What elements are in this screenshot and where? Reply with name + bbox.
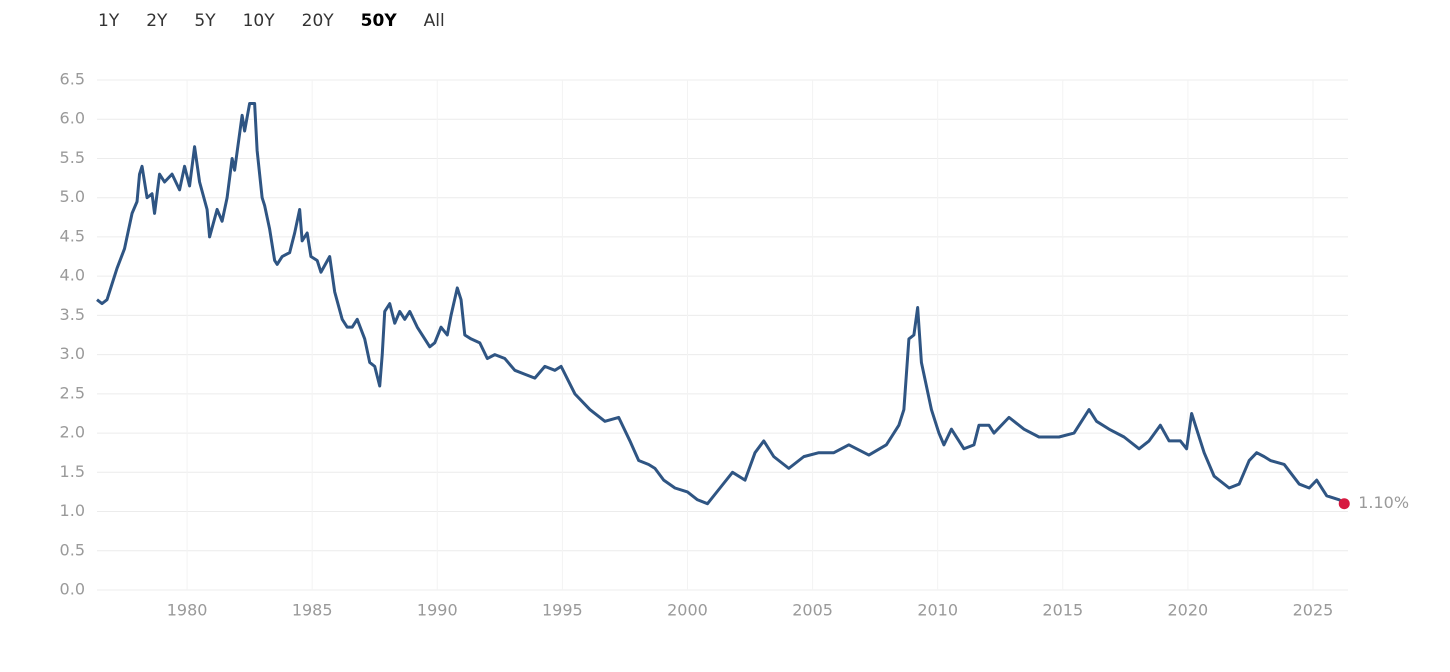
y-tick-label: 3.0 bbox=[60, 344, 85, 363]
range-button[interactable]: 20Y bbox=[302, 11, 335, 31]
x-tick-label: 1980 bbox=[167, 601, 208, 620]
value-label: 1.10% bbox=[1358, 493, 1409, 512]
x-tick-label: 2010 bbox=[917, 601, 958, 620]
y-tick-label: 3.5 bbox=[60, 305, 85, 324]
range-button[interactable]: 1Y bbox=[98, 11, 120, 31]
x-tick-label: 2000 bbox=[667, 601, 708, 620]
range-button[interactable]: 50Y bbox=[361, 11, 398, 31]
y-tick-label: 6.0 bbox=[60, 109, 85, 128]
end-marker bbox=[1338, 498, 1350, 510]
x-tick-label: 1985 bbox=[292, 601, 333, 620]
x-tick-label: 2025 bbox=[1293, 601, 1334, 620]
y-tick-label: 2.0 bbox=[60, 423, 85, 442]
y-tick-label: 2.5 bbox=[60, 383, 85, 402]
x-tick-label: 1995 bbox=[542, 601, 583, 620]
range-button[interactable]: All bbox=[424, 11, 445, 31]
range-button[interactable]: 2Y bbox=[146, 11, 168, 31]
x-tick-label: 2005 bbox=[792, 601, 833, 620]
y-tick-label: 4.5 bbox=[60, 226, 85, 245]
x-tick-label: 2015 bbox=[1042, 601, 1083, 620]
y-tick-label: 0.5 bbox=[60, 540, 85, 559]
y-tick-label: 4.0 bbox=[60, 266, 85, 285]
y-tick-label: 6.5 bbox=[60, 70, 85, 89]
x-tick-label: 1990 bbox=[417, 601, 458, 620]
range-button[interactable]: 10Y bbox=[243, 11, 276, 31]
data-line bbox=[96, 102, 1346, 506]
y-tick-label: 1.0 bbox=[60, 501, 85, 520]
y-tick-label: 5.0 bbox=[60, 187, 85, 206]
x-tick-label: 2020 bbox=[1168, 601, 1209, 620]
y-tick-label: 5.5 bbox=[60, 148, 85, 167]
y-tick-label: 1.5 bbox=[60, 462, 85, 481]
range-button[interactable]: 5Y bbox=[194, 11, 216, 31]
y-tick-label: 0.0 bbox=[60, 580, 85, 599]
